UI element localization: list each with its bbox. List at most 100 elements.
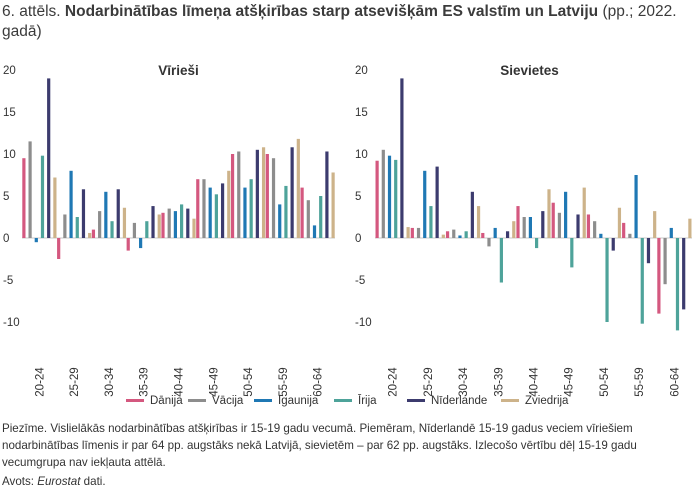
x-tick-label: 45-49 (208, 367, 220, 396)
x-tick-label: 40-44 (174, 367, 186, 397)
bar (458, 235, 462, 238)
bar (522, 217, 526, 238)
bar (387, 155, 392, 238)
bar (122, 207, 127, 238)
bar (669, 227, 673, 238)
x-tick-label: 55-59 (634, 367, 646, 396)
bar (53, 177, 57, 238)
bar (410, 227, 414, 238)
x-tick-label: 60-64 (313, 367, 325, 397)
bar (34, 238, 38, 243)
bar (57, 238, 61, 259)
bar (617, 207, 622, 238)
bar (284, 185, 288, 238)
bar (528, 217, 532, 238)
bar (576, 214, 580, 238)
bar (91, 229, 96, 238)
bar (255, 149, 259, 238)
bar (173, 211, 177, 238)
y-tick-label: 20 (3, 65, 16, 77)
bar (688, 218, 692, 238)
bar (261, 147, 266, 238)
bar (452, 229, 456, 238)
bar (653, 211, 657, 238)
chart-area: Vīrieši -10 -5 0 5 10 15 20 20-24 25-29 30-34 35-39… (3, 63, 692, 407)
legend-swatch (254, 399, 272, 402)
source-label: Avots: (2, 475, 35, 488)
bar (423, 170, 427, 238)
legend-item: Igaunija (254, 395, 319, 407)
legend-item: Zviedrija (501, 395, 569, 407)
bar (75, 217, 79, 238)
legend-swatch (407, 399, 425, 402)
bar (516, 206, 520, 238)
source-line: Avots: Eurostat dati. (2, 475, 106, 488)
bar (161, 212, 165, 238)
legend-label: Igaunija (278, 395, 319, 407)
y-tick-label: 5 (355, 191, 361, 203)
bar (551, 202, 555, 238)
bar (63, 214, 67, 238)
x-tick-label: 55-59 (278, 367, 290, 396)
legend-item: Nīderlande (407, 395, 487, 407)
bar (265, 154, 269, 238)
bar (312, 225, 317, 238)
bar (192, 218, 196, 238)
bar (605, 238, 609, 322)
x-tick-label: 50-54 (599, 367, 611, 397)
y-tick-label: -10 (355, 317, 372, 329)
bar (126, 238, 130, 251)
figure-title-bold: Nodarbinātības līmeņa atšķirības starp a… (64, 3, 599, 20)
bar (296, 138, 300, 238)
x-tick-label: 35-39 (493, 367, 505, 396)
y-tick-label: 15 (3, 107, 16, 119)
bar (599, 233, 603, 238)
y-tick-label: 0 (3, 233, 9, 245)
bar (69, 170, 73, 238)
bar (470, 191, 474, 238)
bar (394, 159, 398, 238)
figure-unit: (pp.; 2022. gadā) (2, 3, 677, 40)
x-tick-label: 20-24 (388, 367, 400, 397)
x-tick-label: 25-29 (69, 367, 81, 396)
y-tick-label: 0 (355, 233, 361, 245)
bar (499, 238, 503, 283)
bar (271, 158, 276, 238)
bar (400, 78, 404, 239)
bar (593, 221, 597, 238)
bar (406, 227, 410, 238)
bar (319, 196, 323, 238)
panel-title: Vīrieši (158, 63, 199, 78)
bar (481, 232, 485, 238)
bar (157, 214, 161, 238)
bar (564, 191, 568, 238)
bar (505, 231, 510, 238)
bar (512, 221, 516, 238)
bar (290, 147, 294, 238)
x-tick-label: 40-44 (529, 367, 541, 397)
bar (541, 211, 545, 238)
bar (22, 158, 26, 238)
y-tick-label: -10 (3, 317, 20, 329)
bar (611, 238, 615, 251)
x-tick-label: 25-29 (423, 367, 435, 396)
bar (535, 238, 539, 249)
bar (375, 160, 379, 238)
y-tick-label: -5 (3, 275, 13, 287)
legend-label: Zviedrija (525, 395, 569, 407)
bar (306, 200, 310, 238)
bar (98, 211, 102, 238)
bar (132, 222, 137, 238)
bar (464, 231, 468, 238)
legend-swatch (334, 399, 352, 402)
legend-swatch (188, 399, 206, 402)
bar (220, 183, 225, 238)
bar (331, 172, 335, 238)
bar (104, 191, 108, 238)
bar (622, 222, 626, 238)
bar (47, 78, 51, 239)
legend-swatch (126, 399, 144, 402)
y-tick-label: 10 (355, 149, 368, 161)
legend-item: Īrija (334, 395, 377, 407)
bar (416, 227, 421, 238)
